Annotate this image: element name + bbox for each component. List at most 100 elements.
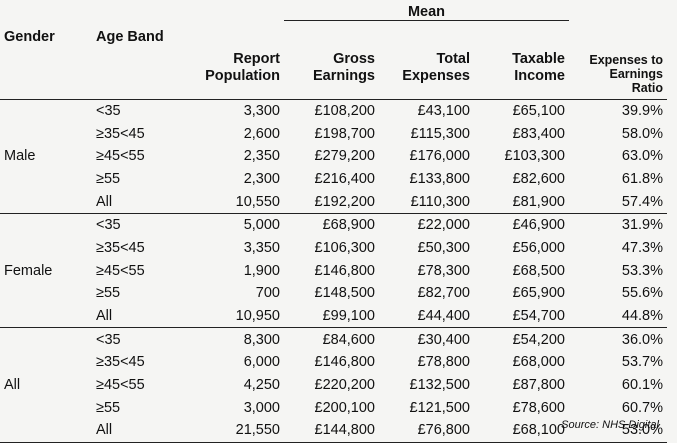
age-band-cell: All <box>92 419 192 443</box>
expenses-ratio-cell: 39.9% <box>621 102 663 119</box>
taxable-income-cell: £65,100 <box>512 102 565 119</box>
age-band-cell: ≥45<55 <box>96 262 145 279</box>
age-band-cell: ≥55 <box>96 285 121 302</box>
expenses-ratio-cell: 55.6% <box>621 285 663 302</box>
age-band-cell: All <box>92 304 192 329</box>
total-expenses-cell: £22,000 <box>417 217 470 234</box>
taxable-income-cell: £81,900 <box>474 190 569 214</box>
report-population-cell: 2,600 <box>243 125 280 142</box>
expenses-ratio-cell: 36.0% <box>621 331 663 348</box>
total-expenses-cell: £78,300 <box>417 262 470 279</box>
report-population-cell: 21,550 <box>192 419 284 443</box>
report-population-cell: 5,000 <box>243 217 280 234</box>
taxable-income-cell: £68,100 <box>474 419 569 443</box>
report-population-cell: 2,300 <box>243 170 280 187</box>
table-row: ≥55 2,300 £216,400 £133,800 £82,600 61.8% <box>0 168 667 191</box>
gross-earnings-header: Gross Earnings <box>284 20 379 100</box>
age-band-cell: <35 <box>96 102 121 119</box>
mean-group-header: Mean <box>284 0 569 21</box>
age-band-cell: <35 <box>96 217 121 234</box>
report-population-header: Report Population <box>192 20 284 100</box>
taxable-income-cell: £46,900 <box>512 217 565 234</box>
taxable-income-header: Taxable Income <box>474 20 569 100</box>
total-expenses-cell: £76,800 <box>379 419 474 443</box>
gender-cell: All <box>0 327 92 443</box>
gross-earnings-cell: £198,700 <box>314 125 375 142</box>
table-row: ≥55 3,000 £200,100 £121,500 £78,600 60.7% <box>0 396 667 419</box>
gross-earnings-cell: £200,100 <box>314 399 375 416</box>
table-row: ≥55 700 £148,500 £82,700 £65,900 55.6% <box>0 282 667 305</box>
gross-earnings-cell: £99,100 <box>284 304 379 329</box>
report-population-cell: 1,900 <box>243 262 280 279</box>
source-note: Source: NHS Digital <box>561 419 659 431</box>
age-band-cell: ≥45<55 <box>96 377 145 394</box>
report-population-cell: 3,300 <box>243 102 280 119</box>
expenses-ratio-cell: 63.0% <box>621 148 663 165</box>
report-population-cell: 2,350 <box>243 148 280 165</box>
expenses-ratio-cell: 61.8% <box>621 170 663 187</box>
total-expenses-cell: £110,300 <box>379 190 474 214</box>
expenses-ratio-cell: 60.1% <box>621 377 663 394</box>
gender-cell: Female <box>0 213 92 329</box>
table-row: ≥35<45 3,350 £106,300 £50,300 £56,000 47.3% <box>0 237 667 260</box>
report-population-cell: 4,250 <box>243 377 280 394</box>
taxable-income-cell: £56,000 <box>512 239 565 256</box>
table-row: All 10,550 £192,200 £110,300 £81,900 57.4% <box>0 190 667 214</box>
taxable-income-cell: £78,600 <box>512 399 565 416</box>
gross-earnings-cell: £279,200 <box>314 148 375 165</box>
total-expenses-header: Total Expenses <box>379 20 474 100</box>
taxable-income-cell: £68,500 <box>512 262 565 279</box>
table-row: Female <35 5,000 £68,900 £22,000 £46,900 31.9% <box>0 213 667 329</box>
expenses-ratio-header: Expenses to Earnings Ratio <box>569 20 667 100</box>
expenses-ratio-cell: 58.0% <box>621 125 663 142</box>
report-population-cell: 700 <box>255 285 280 302</box>
gross-earnings-cell: £84,600 <box>322 331 375 348</box>
table-row: ≥35<45 2,600 £198,700 £115,300 £83,400 58.0% <box>0 122 667 145</box>
total-expenses-cell: £132,500 <box>409 377 470 394</box>
gross-earnings-cell: £144,800 <box>284 419 379 443</box>
age-band-cell: <35 <box>96 331 121 348</box>
gross-earnings-cell: £148,500 <box>314 285 375 302</box>
gross-earnings-cell: £106,300 <box>314 239 375 256</box>
total-expenses-cell: £30,400 <box>417 331 470 348</box>
gross-earnings-cell: £146,800 <box>314 354 375 371</box>
gross-earnings-cell: £146,800 <box>314 262 375 279</box>
gender-header: Gender <box>0 20 92 100</box>
taxable-income-cell: £87,800 <box>512 377 565 394</box>
expenses-ratio-cell: 57.4% <box>569 190 667 214</box>
report-population-cell: 3,350 <box>243 239 280 256</box>
table-row: ≥45<55 1,900 £146,800 £78,300 £68,500 53.3% <box>0 259 667 282</box>
gross-earnings-cell: £216,400 <box>314 170 375 187</box>
age-band-cell: ≥45<55 <box>96 148 145 165</box>
taxable-income-cell: £54,200 <box>512 331 565 348</box>
table-body: Male <35 3,300 £108,200 £43,100 £65,100 39.9% ≥… <box>0 99 667 443</box>
total-expenses-cell: £133,800 <box>409 170 470 187</box>
table-row: All <35 8,300 £84,600 £30,400 £54,200 36.0% <box>0 327 667 443</box>
total-expenses-cell: £44,400 <box>379 304 474 329</box>
report-population-cell: 8,300 <box>243 331 280 348</box>
expenses-ratio-cell: 60.7% <box>621 399 663 416</box>
age-band-cell: ≥55 <box>96 399 121 416</box>
gross-earnings-cell: £220,200 <box>314 377 375 394</box>
mean-header-row: Mean <box>0 0 667 21</box>
column-header-row: Gender Age Band Report Population Gross Ea… <box>0 20 667 100</box>
total-expenses-cell: £82,700 <box>417 285 470 302</box>
expenses-ratio-cell: 31.9% <box>621 217 663 234</box>
report-population-cell: 10,550 <box>192 190 284 214</box>
table-row: ≥45<55 2,350 £279,200 £176,000 £103,300 63.0% <box>0 145 667 168</box>
total-expenses-cell: £78,800 <box>417 354 470 371</box>
total-expenses-cell: £50,300 <box>417 239 470 256</box>
table-row: ≥45<55 4,250 £220,200 £132,500 £87,800 60.1% <box>0 374 667 397</box>
taxable-income-cell: £65,900 <box>512 285 565 302</box>
age-band-cell: ≥35<45 <box>96 239 145 256</box>
taxable-income-cell: £82,600 <box>512 170 565 187</box>
total-expenses-cell: £43,100 <box>417 102 470 119</box>
gender-cell: Male <box>0 99 92 214</box>
taxable-income-cell: £83,400 <box>512 125 565 142</box>
age-band-cell: ≥35<45 <box>96 125 145 142</box>
table-row: ≥35<45 6,000 £146,800 £78,800 £68,000 53.7% <box>0 351 667 374</box>
age-band-cell: ≥35<45 <box>96 354 145 371</box>
expenses-ratio-cell: 44.8% <box>569 304 667 329</box>
